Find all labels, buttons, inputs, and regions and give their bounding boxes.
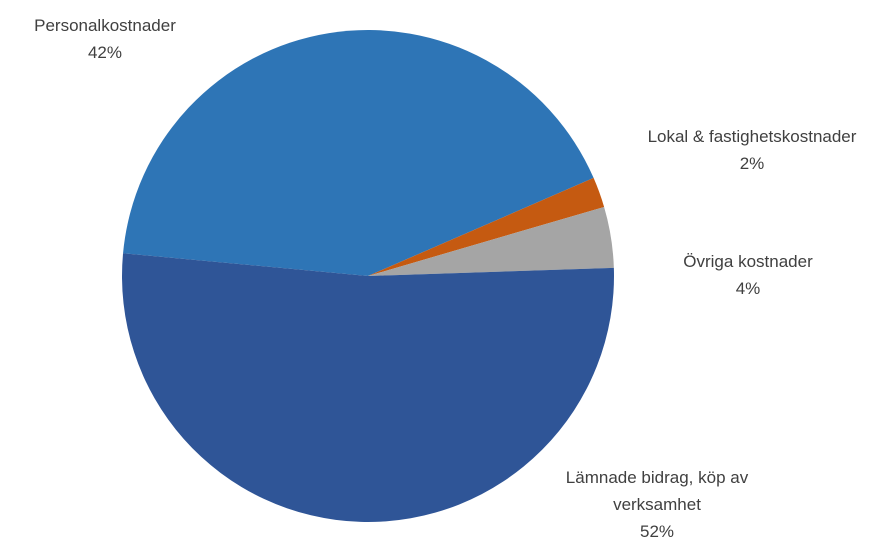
slice-percent: 42%	[87, 43, 123, 62]
slice-label: Lämnade bidrag, köp av verksamhet 52%	[547, 464, 767, 545]
slice-name: Lokal & fastighetskostnader	[647, 127, 857, 146]
slice-name: Personalkostnader	[34, 16, 176, 35]
pie-slice	[122, 253, 615, 522]
slice-label: Personalkostnader 42%	[34, 12, 176, 66]
slice-percent: 4%	[735, 279, 761, 298]
slice-percent: 52%	[639, 522, 675, 541]
pie-slice	[368, 177, 605, 276]
pie-slice	[123, 29, 594, 277]
slice-name: Övriga kostnader	[683, 252, 813, 271]
slice-percent: 2%	[739, 154, 765, 173]
slice-label: Övriga kostnader 4%	[683, 248, 812, 302]
pie-slice	[368, 206, 614, 276]
slice-name: Lämnade bidrag, köp av verksamhet	[565, 468, 749, 514]
slice-label: Lokal & fastighetskostnader 2%	[648, 123, 857, 177]
